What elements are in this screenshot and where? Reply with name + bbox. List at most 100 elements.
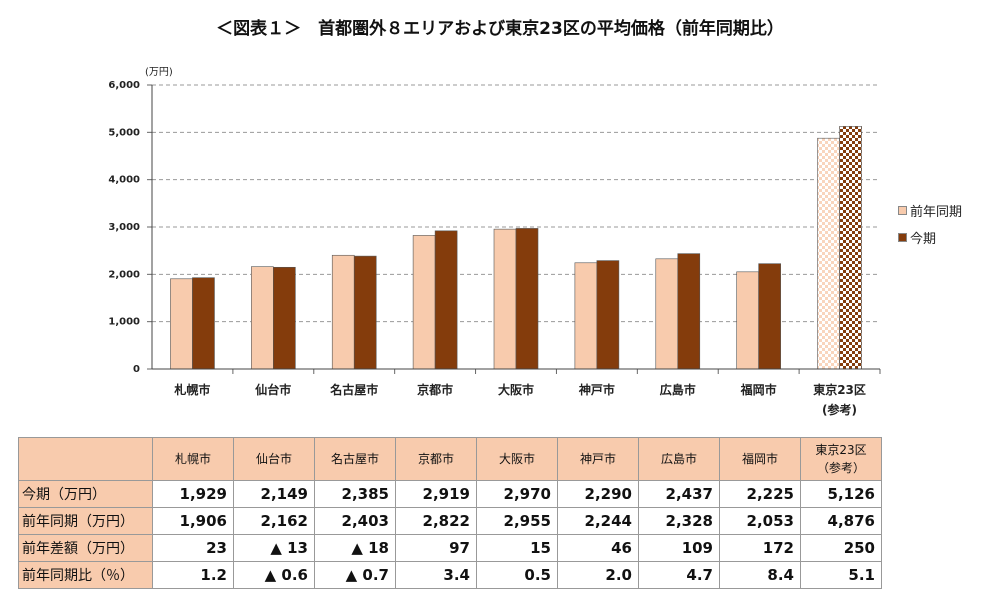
bar [412,235,436,370]
table-row: 今期（万円） 1,929 2,149 2,385 2,919 2,970 2,290 2,43… [18,480,882,508]
x-tick-label: 大阪市 [497,383,534,397]
table-row: 前年同期比（％） 1.2 ▲ 0.6 ▲ 0.7 3.4 0.5 2.0 4.7 8.4 5.1 [18,561,882,589]
bar [493,228,517,370]
table-cell: ▲ 18 [314,534,396,562]
y-tick-label: 4,000 [108,175,140,186]
legend-entry: 前年同期 [898,201,962,220]
bar [574,262,598,370]
table-cell: 2,244 [557,507,639,535]
column-header: 広島市 [638,437,720,481]
column-header: 仙台市 [233,437,315,481]
table-cell: 5.1 [800,561,882,589]
column-header: 福岡市 [719,437,801,481]
row-label: 前年同期比（％） [18,561,153,589]
x-tick-label: 神戸市 [578,383,615,397]
table-cell: 2,403 [314,507,396,535]
row-label: 前年差額（万円） [18,534,153,562]
legend-swatch [898,233,907,242]
x-tick-label: 仙台市 [255,383,292,397]
bar [655,258,679,370]
legend-label: 前年同期 [910,205,963,220]
y-tick-label: 1,000 [108,317,140,328]
legend-swatch [898,206,907,215]
table-cell: ▲ 0.7 [314,561,396,589]
table-row: 前年同期（万円） 1,906 2,162 2,403 2,822 2,955 2,244 2,… [18,507,882,535]
table-cell: 8.4 [719,561,801,589]
x-tick-label: 札幌市 [174,383,211,397]
data-table: 札幌市 仙台市 名古屋市 京都市 大阪市 神戸市 広島市 福岡市 東京23区 （参考） 今期（万円… [18,437,882,589]
table-cell: 23 [152,534,234,562]
chart: (万円) 0 1,000 2,000 3,000 4,000 5,000 6,000 [108,67,881,375]
legend-label: 今期 [910,232,937,247]
bar [170,278,193,370]
table-cell: 2,919 [395,480,477,508]
table-cell: 4.7 [638,561,720,589]
table-cell: 0.5 [476,561,558,589]
table-cell: 2,328 [638,507,720,535]
table-cell: 46 [557,534,639,562]
x-tick-label: 東京23区 (参考) [813,383,866,417]
y-tick-label: 0 [133,364,140,375]
bar [251,266,274,370]
y-unit: (万円) [145,67,173,78]
y-tick-label: 6,000 [108,80,140,91]
table-cell: 2,290 [557,480,639,508]
table-cell: 1,906 [152,507,234,535]
bar [596,260,620,370]
table-cell: 2,822 [395,507,477,535]
bar [817,137,840,370]
bar [515,228,539,370]
column-header: 名古屋市 [314,437,396,481]
table-cell: 2,437 [638,480,720,508]
table-cell: 2.0 [557,561,639,589]
y-tick-label: 2,000 [108,269,140,280]
header-row: 札幌市 仙台市 名古屋市 京都市 大阪市 神戸市 広島市 福岡市 東京23区 （参考） [18,437,882,481]
row-label: 今期（万円） [18,480,153,508]
column-header: 東京23区 （参考） [800,437,882,481]
table-cell: 2,053 [719,507,801,535]
table-cell: 2,970 [476,480,558,508]
column-header: 大阪市 [476,437,558,481]
column-header: 札幌市 [152,437,234,481]
table-cell: 1.2 [152,561,234,589]
x-tick-label: 京都市 [417,383,454,397]
x-tick-label: 広島市 [659,383,696,397]
table-row: 前年差額（万円） 23 ▲ 13 ▲ 18 97 15 46 109 172 250 [18,534,882,562]
bar [331,254,355,370]
bar [839,126,862,370]
table-cell: 2,149 [233,480,315,508]
table-cell: 4,876 [800,507,882,535]
table-cell: ▲ 0.6 [233,561,315,589]
table-cell: 15 [476,534,558,562]
table-cell: 1,929 [152,480,234,508]
table-cell: 2,162 [233,507,315,535]
table-cell: 250 [800,534,882,562]
bar [273,266,296,370]
table-cell: ▲ 13 [233,534,315,562]
bar [677,253,701,370]
column-header: 神戸市 [557,437,639,481]
bar [736,271,759,370]
bar [758,263,781,370]
table-cell: 2,385 [314,480,396,508]
x-tick-label: 福岡市 [740,383,777,397]
table-cell: 5,126 [800,480,882,508]
x-tick-label: 名古屋市 [330,383,379,397]
table-cell: 97 [395,534,477,562]
corner-cell [18,437,153,481]
row-label: 前年同期（万円） [18,507,153,535]
chart-title: ＜図表１＞ 首都圏外８エリアおよび東京23区の平均価格（前年同期比） [216,19,784,39]
table-cell: 109 [638,534,720,562]
table-cell: 3.4 [395,561,477,589]
bar [434,230,458,370]
column-header: 京都市 [395,437,477,481]
legend-entry: 今期 [898,228,936,247]
bar [192,277,215,370]
table-cell: 2,225 [719,480,801,508]
bar [353,255,377,370]
table-cell: 172 [719,534,801,562]
y-tick-label: 5,000 [108,127,140,138]
y-tick-label: 3,000 [108,222,140,233]
table-cell: 2,955 [476,507,558,535]
